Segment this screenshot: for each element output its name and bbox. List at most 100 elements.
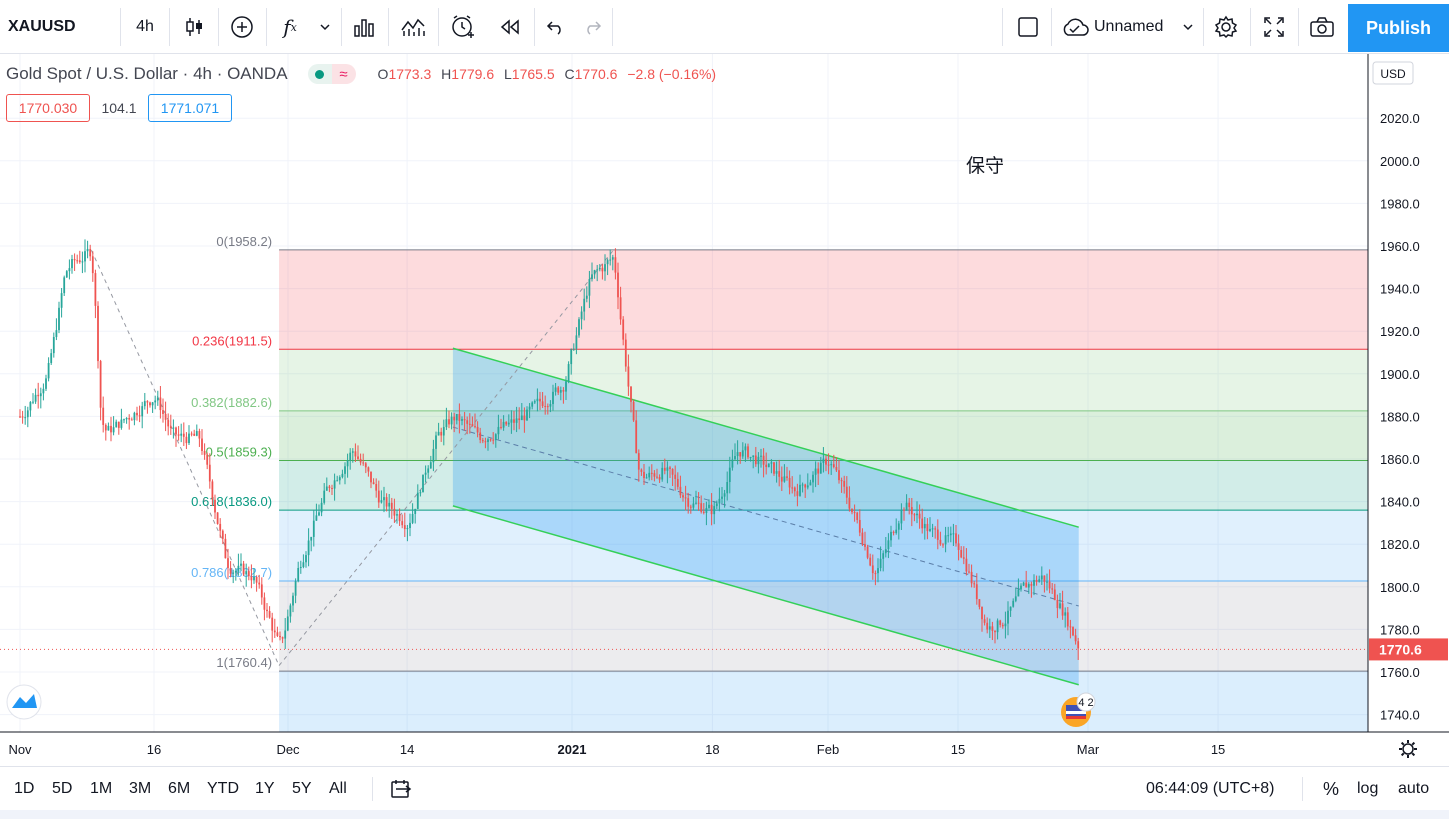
candle-body [432,448,435,463]
candle-body [39,393,42,397]
clock-timezone[interactable]: 06:44:09 (UTC+8) [1146,780,1275,797]
candle-body [445,419,448,428]
candle-body [739,452,742,457]
add-indicator-icon[interactable] [222,0,262,54]
candle-body [266,609,268,612]
candle-body [975,584,978,600]
candle-body [793,487,796,492]
market-status-badge[interactable]: ≈ [307,64,356,84]
candle-body [838,470,840,481]
fib-trend-line [278,249,614,666]
range-6m-button[interactable]: 6M [168,780,191,797]
candle-body [783,476,786,482]
spread-value: 104.1 [101,100,137,116]
candle-body [442,427,445,436]
candle-body [110,425,112,433]
sell-price-button[interactable]: 1770.030 [6,94,90,122]
candle-body [923,523,926,529]
candle-body [84,251,86,262]
candle-body [728,467,731,483]
redo-icon[interactable] [576,0,608,54]
range-1m-button[interactable]: 1M [90,780,113,797]
goto-date-icon[interactable] [390,767,412,811]
candle-body [994,630,996,633]
interval-button[interactable]: 4h [136,18,154,35]
candle-body [325,486,328,491]
candle-body [523,415,526,421]
layout-icon[interactable] [1008,0,1048,54]
templates-icon[interactable] [392,0,434,54]
candle-body [851,508,853,513]
candle-body [926,523,929,532]
candle-body [398,514,401,522]
symbol-search-button[interactable]: XAUUSD [8,18,76,35]
cloud-icon[interactable] [1058,0,1092,54]
currency-pill [1372,61,1414,85]
candle-body [159,397,162,411]
range-5d-button[interactable]: 5D [52,780,73,797]
candle-body [1059,603,1061,609]
bar-chart-icon[interactable] [344,0,384,54]
percent-scale-toggle[interactable]: % [1323,778,1340,799]
candle-body [762,455,765,465]
settings-icon[interactable] [1206,0,1246,54]
chart-canvas[interactable]: 0(1958.2) 0.236(1911.5) 0.382(1882.6) 0.5(1… [0,54,1449,766]
candle-body [944,535,947,545]
legend-title[interactable]: Gold Spot / U.S. Dollar · 4h · OANDA [6,64,288,83]
candle-body [201,438,203,451]
candle-body [1074,635,1077,642]
candle-body [34,394,37,402]
candle-body [884,549,887,554]
layout-name-button[interactable]: Unnamed [1094,18,1164,35]
buy-price-button[interactable]: 1771.071 [148,94,232,122]
alert-icon[interactable] [442,0,484,54]
candle-body [713,506,716,515]
candle-body [294,581,297,596]
candle-body [788,477,791,488]
price-axis-tick: 1780.0 [1380,622,1420,637]
chevron-down-icon[interactable] [312,0,338,54]
candle-body [806,485,809,488]
range-5y-button[interactable]: 5Y [292,780,312,797]
price-axis-tick: 1880.0 [1380,409,1420,424]
fib-level-label: 0.5(1859.3) [206,444,273,459]
range-all-button[interactable]: All [329,780,347,797]
candle-body [385,497,388,507]
candle-body [536,398,539,402]
candle-body [648,472,651,478]
publish-button[interactable]: Publish [1348,4,1449,52]
fullscreen-icon[interactable] [1254,0,1294,54]
candle-body [141,406,144,417]
range-3m-button[interactable]: 3M [129,780,152,797]
candle-body [939,539,942,545]
range-ytd-button[interactable]: YTD [207,780,239,797]
range-1y-button[interactable]: 1Y [255,780,275,797]
candle-body [705,507,708,513]
toolbar-divider [341,8,342,46]
axis-settings-icon-tooth [1400,741,1405,746]
candle-body [107,425,110,431]
candle-body [312,520,315,537]
fib-trend-line [91,250,280,666]
last-price-tag [1369,638,1448,661]
candle-body [47,362,50,379]
log-scale-toggle[interactable]: log [1357,780,1379,797]
fib-zone [279,510,1368,582]
candle-body [697,502,700,504]
layout-menu-chevron-icon[interactable] [1176,0,1200,54]
candle-body [533,401,536,403]
candle-body [112,427,115,433]
candle-body [890,531,892,541]
candle-body [393,508,396,516]
camera-icon[interactable] [1302,0,1342,54]
candles-icon[interactable] [174,0,214,54]
candle-body [518,418,521,421]
replay-icon[interactable] [490,0,530,54]
range-1d-button[interactable]: 1D [14,780,35,797]
candle-body [666,467,669,471]
auto-scale-toggle[interactable]: auto [1398,780,1430,797]
fib-level-label: 0.618(1836.0) [191,494,272,509]
undo-icon[interactable] [538,0,574,54]
time-axis-tick: 18 [705,742,719,757]
